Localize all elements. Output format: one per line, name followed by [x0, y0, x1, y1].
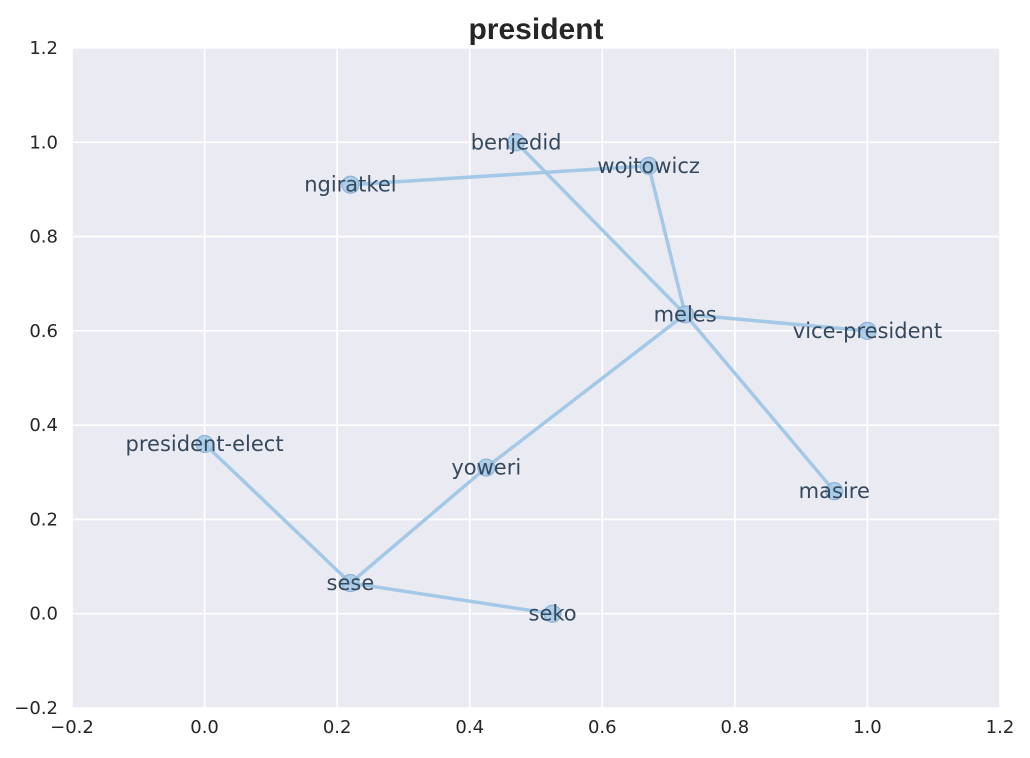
y-tick-label: 1.2: [29, 38, 58, 59]
point-labels: benjedid wojtowicz ngiratkel meles vice-pres…: [126, 130, 943, 625]
edge-meles-vice-president: [683, 312, 870, 333]
point-ngiratkel: [341, 175, 360, 194]
x-tick-label: 0.4: [455, 717, 484, 738]
point-meles: [676, 305, 695, 324]
point-label-seko: seko: [529, 602, 577, 626]
x-tick-label: 0.0: [190, 717, 219, 738]
point-label-benjedid: benjedid: [471, 130, 562, 154]
point-seko: [543, 604, 562, 623]
edge-wojtowicz-meles: [646, 164, 687, 317]
point-vice-president: [858, 321, 877, 340]
chart-title: president: [468, 13, 603, 46]
y-tick-label: −0.2: [14, 698, 58, 719]
edge-president-elect-sese: [202, 442, 353, 585]
point-wojtowicz: [639, 156, 658, 175]
y-tick-label: 0.2: [29, 509, 58, 530]
point-president-elect: [195, 434, 214, 454]
point-label-yoweri: yoweri: [451, 456, 521, 480]
point-sese: [341, 573, 360, 593]
x-tick-label: 1.2: [986, 717, 1015, 738]
x-axis-ticks: −0.2 0.0 0.2 0.4 0.6 0.8 1.0 1.2: [50, 717, 1014, 738]
y-tick-label: 1.0: [29, 132, 58, 153]
x-tick-label: −0.2: [50, 717, 94, 738]
point-label-ngiratkel: ngiratkel: [304, 173, 396, 197]
point-masire: [825, 482, 844, 501]
point-benjedid: [507, 133, 526, 152]
edge-benjedid-meles: [514, 140, 687, 317]
x-tick-label: 0.2: [323, 717, 352, 738]
edge-ngiratkel-wojtowicz: [348, 164, 651, 187]
y-tick-label: 0.4: [29, 415, 58, 436]
y-tick-label: 0.6: [29, 321, 58, 342]
point-label-vice-president: vice-president: [793, 319, 942, 343]
point-label-wojtowicz: wojtowicz: [597, 154, 700, 178]
points: [195, 133, 877, 623]
grid: [71, 47, 1001, 709]
edge-yoweri-sese: [348, 465, 489, 585]
plot-area: [72, 48, 1000, 708]
point-label-president-elect: president-elect: [126, 432, 284, 456]
point-label-sese: sese: [327, 571, 375, 595]
point-label-meles: meles: [654, 302, 717, 326]
edge-sese-seko: [348, 581, 555, 616]
edge-meles-yoweri: [484, 312, 687, 470]
point-yoweri: [477, 458, 496, 477]
y-tick-label: 0.0: [29, 604, 58, 625]
y-tick-label: 0.8: [29, 227, 58, 248]
edges: [202, 140, 870, 616]
y-axis-ticks: −0.2 0.0 0.2 0.4 0.6 0.8 1.0 1.2: [14, 38, 58, 719]
x-tick-label: 1.0: [853, 717, 882, 738]
point-label-masire: masire: [799, 479, 870, 503]
x-tick-label: 0.6: [588, 717, 617, 738]
edge-meles-masire: [683, 312, 837, 493]
x-tick-label: 0.8: [721, 717, 750, 738]
